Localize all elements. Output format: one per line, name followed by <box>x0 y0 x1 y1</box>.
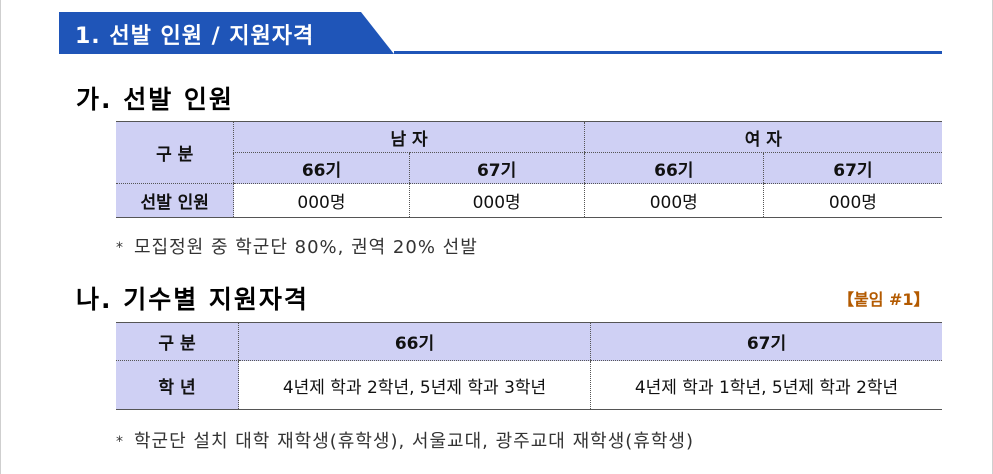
group-header-male: 남 자 <box>233 121 585 153</box>
row-label-grade: 학 년 <box>116 360 239 410</box>
subheader-male-67: 67기 <box>408 152 585 184</box>
selection-count-table: 구 분 남 자 여 자 66기 67기 66기 67기 선발 인원 000명 0… <box>116 121 942 218</box>
banner-shape <box>59 12 394 54</box>
value-female-66: 000명 <box>583 183 764 218</box>
value-male-67: 000명 <box>408 183 585 218</box>
row-label-selection: 선발 인원 <box>116 183 234 218</box>
page-left-border <box>0 0 1 474</box>
note-a: * 모집정원 중 학군단 80%, 권역 20% 선발 <box>116 233 478 259</box>
table-corner-header: 구 분 <box>116 322 239 361</box>
subheader-female-66: 66기 <box>583 152 764 184</box>
subsection-a-title: 가. 선발 인원 <box>76 85 234 114</box>
attachment-reference: 【붙임 #1】 <box>838 290 930 309</box>
section-banner: 1. 선발 인원 / 지원자격 <box>59 12 394 54</box>
value-female-67: 000명 <box>762 183 942 218</box>
header-67: 67기 <box>590 322 942 361</box>
note-b: * 학군단 설치 대학 재학생(휴학생), 서울교대, 광주교대 재학생(휴학생) <box>116 427 694 453</box>
group-header-female: 여 자 <box>583 121 942 153</box>
note-a-text: 모집정원 중 학군단 80%, 권역 20% 선발 <box>134 237 478 258</box>
note-marker: * <box>116 240 124 256</box>
header-66: 66기 <box>238 322 591 361</box>
subsection-b-title: 나. 기수별 지원자격 <box>76 285 309 314</box>
grade-67: 4년제 학과 1학년, 5년제 학과 2학년 <box>590 360 942 410</box>
note-marker: * <box>116 434 124 450</box>
section-title: 1. 선발 인원 / 지원자격 <box>75 24 315 49</box>
subheader-male-66: 66기 <box>233 152 410 184</box>
table-corner-header: 구 분 <box>116 121 234 184</box>
value-male-66: 000명 <box>233 183 410 218</box>
banner-underline <box>394 51 942 54</box>
subheader-female-67: 67기 <box>762 152 942 184</box>
note-b-text: 학군단 설치 대학 재학생(휴학생), 서울교대, 광주교대 재학생(휴학생) <box>134 431 694 452</box>
eligibility-table: 구 분 66기 67기 학 년 4년제 학과 2학년, 5년제 학과 3학년 4… <box>116 322 942 410</box>
grade-66: 4년제 학과 2학년, 5년제 학과 3학년 <box>238 360 591 410</box>
